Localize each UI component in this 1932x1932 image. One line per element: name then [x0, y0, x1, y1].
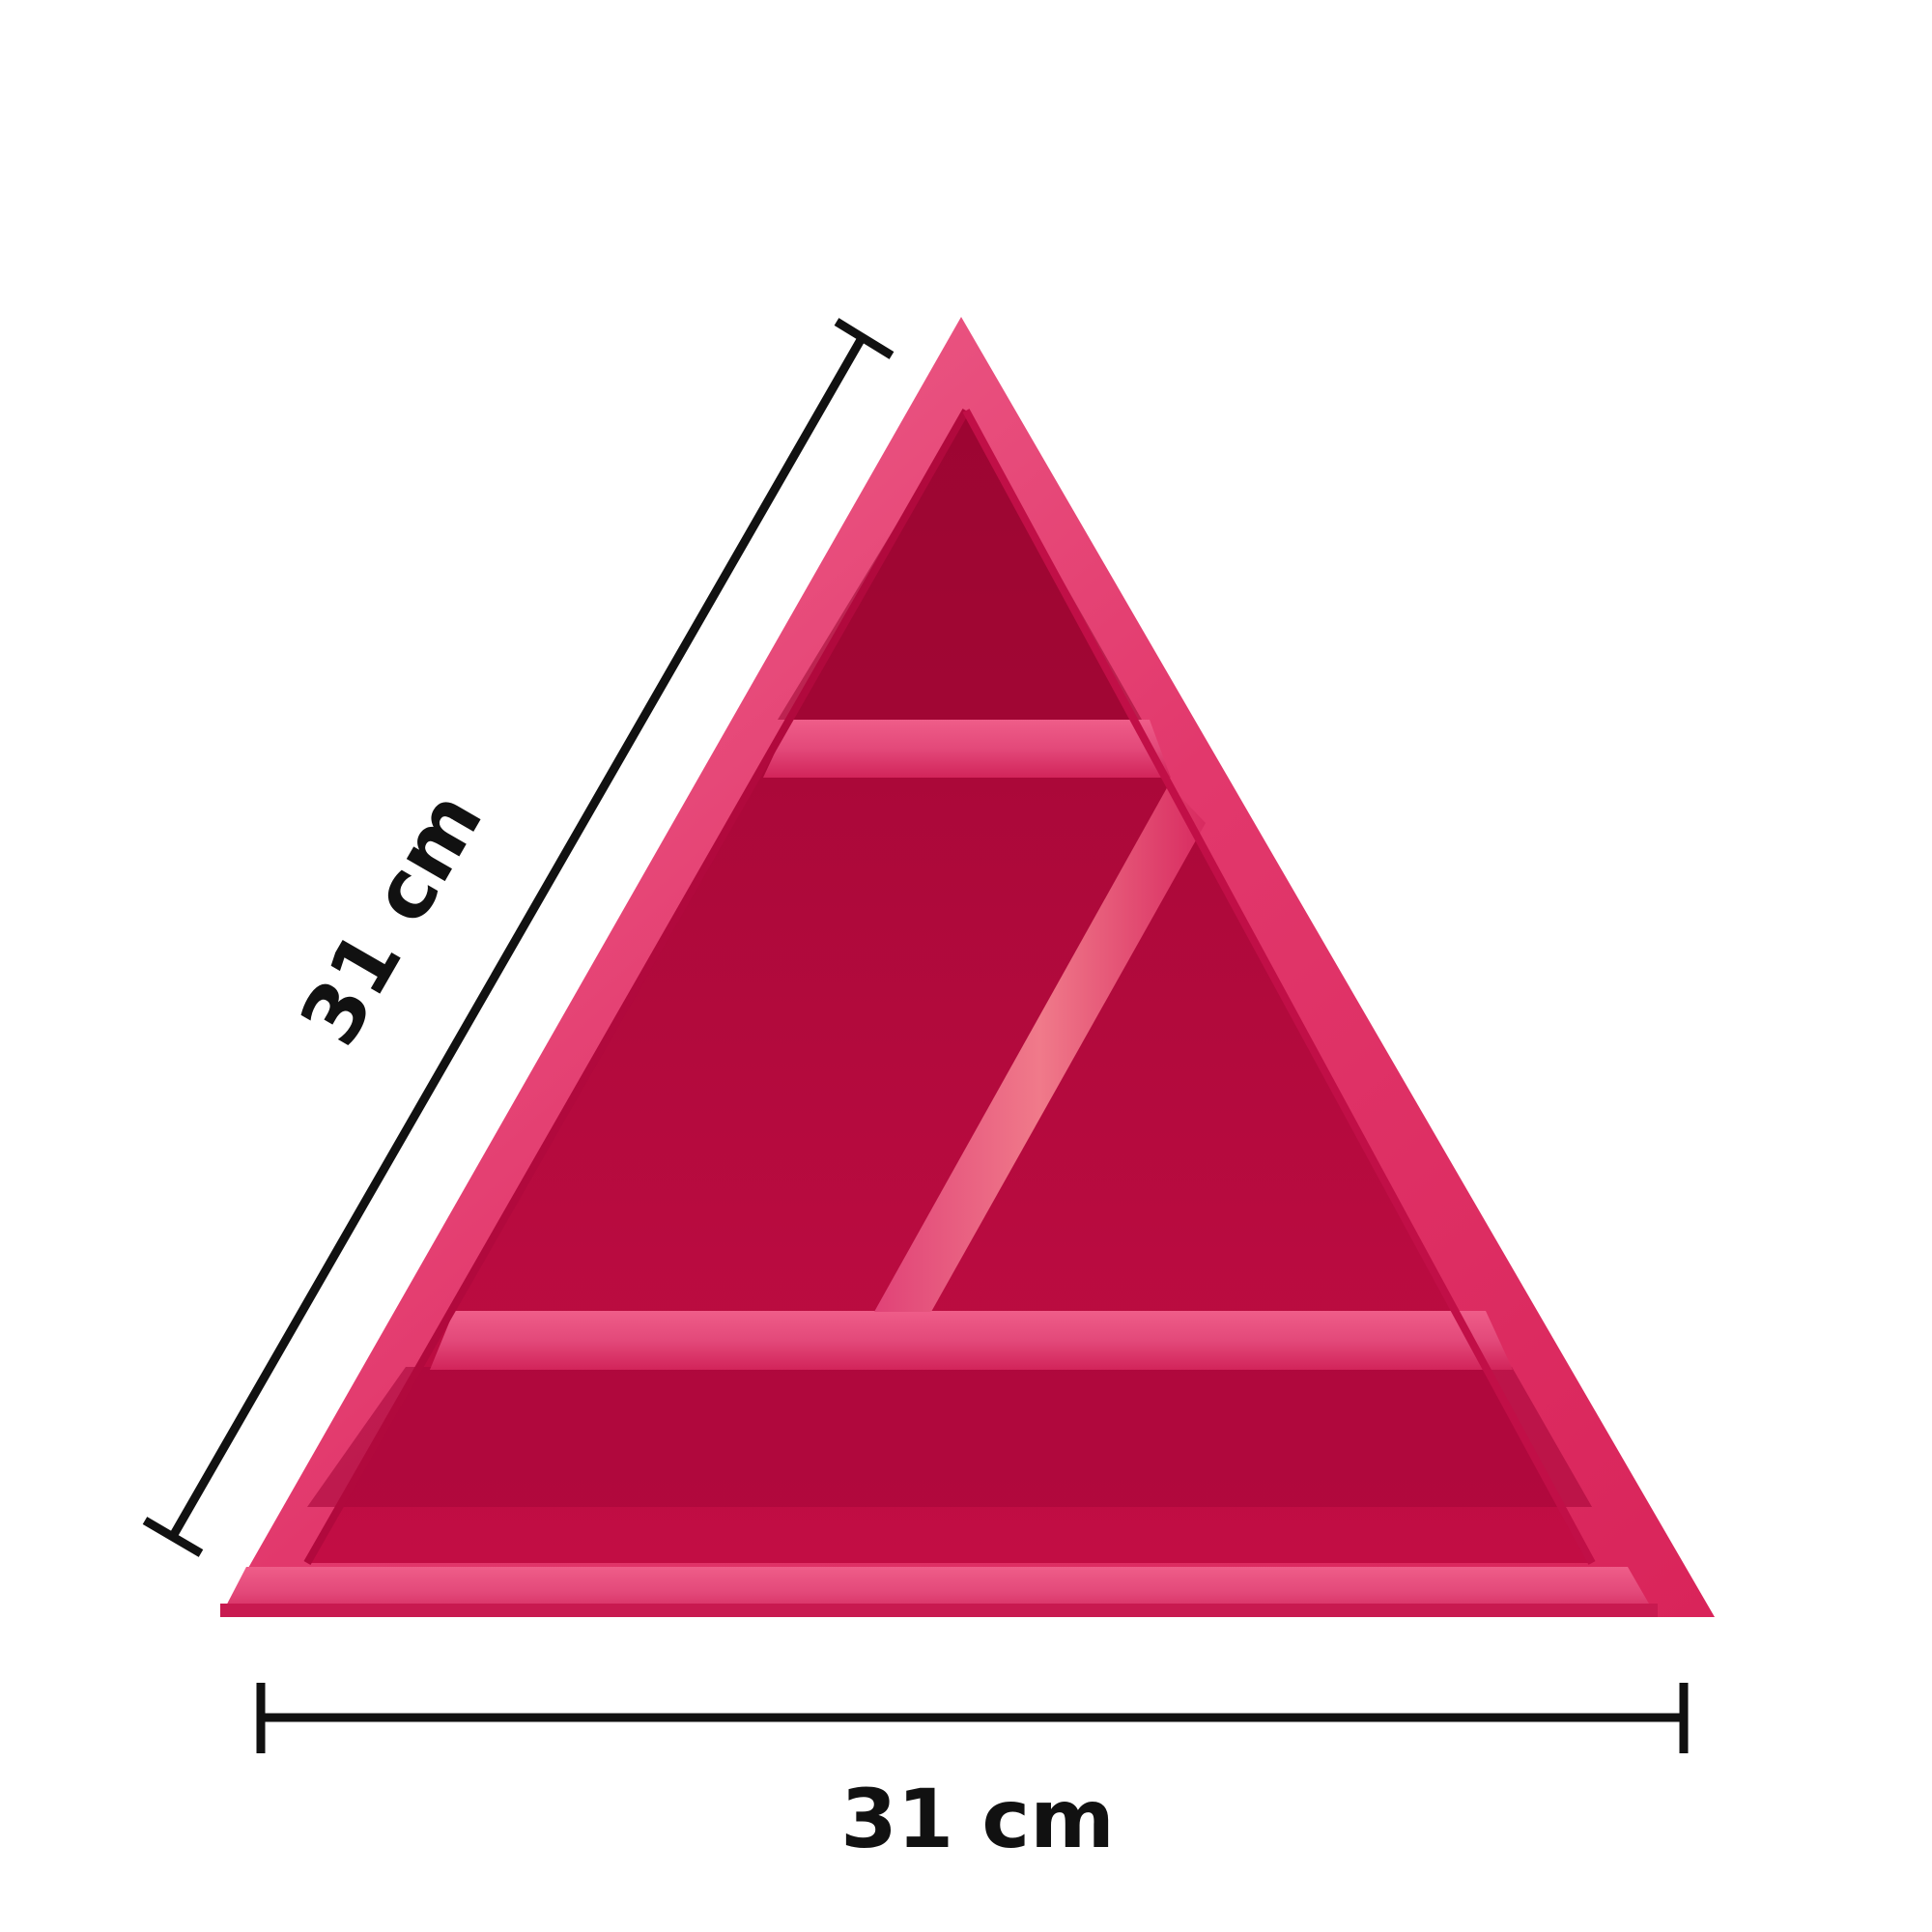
side-dimension-tick-top: [834, 318, 895, 359]
shelf-diagonal-divider: [874, 784, 1206, 1312]
side-dimension-line: [168, 335, 866, 1541]
frame-inner-edge-right: [962, 409, 1596, 1565]
base-dimension-label: 31 cm: [840, 1772, 1114, 1866]
shelf-upper-board: [763, 720, 1171, 778]
compartment-bottom: [307, 1367, 1592, 1507]
side-dimension-tick-bottom: [142, 1517, 204, 1557]
base-dimension: 31 cm: [256, 1683, 1689, 1866]
frame-inner-edge-left: [303, 409, 970, 1565]
shelf-base-edge: [220, 1604, 1658, 1617]
shelf-interior: [307, 411, 1592, 1563]
compartment-top: [778, 411, 1142, 720]
shelf-middle-board: [430, 1311, 1513, 1370]
